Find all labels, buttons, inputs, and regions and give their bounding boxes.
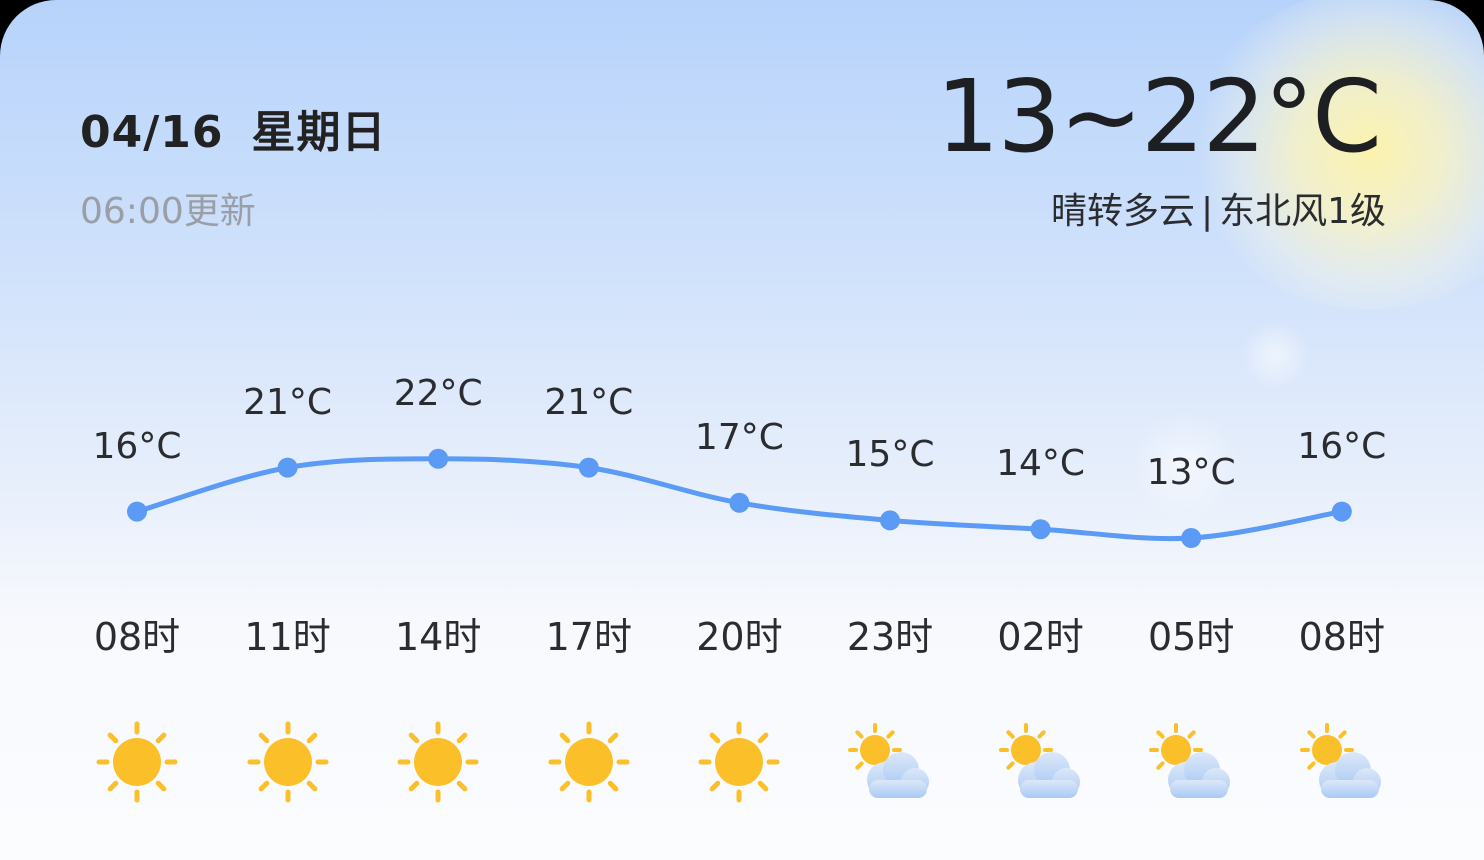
hour-label: 14时 [395, 615, 482, 659]
bubble-decoration [1240, 320, 1310, 390]
hour-label: 11时 [244, 615, 331, 659]
temperature-point [127, 501, 147, 522]
update-time: 06:00更新 [80, 191, 256, 232]
temperature-point [880, 510, 900, 531]
temperature-label: 14°C [996, 443, 1086, 485]
weather-description: 晴转多云 | 东北风1级 [1051, 182, 1386, 234]
hour-label: 05时 [1148, 615, 1235, 659]
partly-cloudy-icon [996, 720, 1086, 810]
bubble-decoration [1130, 410, 1240, 520]
hour-label: 08时 [93, 615, 181, 659]
sun-glow-decoration [1190, 0, 1484, 310]
hour-label: 17时 [545, 615, 632, 659]
temperature-point [428, 448, 449, 469]
hour-label: 02时 [997, 615, 1084, 659]
temperature-point [1030, 519, 1051, 540]
hourly-temperature-chart [127, 448, 1352, 548]
temperature-label: 16°C [92, 425, 182, 467]
temperature-label: 13°C [1146, 452, 1236, 493]
temperature-label: 21°C [243, 381, 333, 423]
condition: 晴转多云 [1050, 191, 1195, 232]
temperature-label: 21°C [544, 381, 634, 423]
temperature-label: 16°C [1297, 425, 1387, 467]
sunny-icon [544, 720, 634, 810]
partly-cloudy-icon [1146, 720, 1236, 810]
date-line: 04/16 星期日 [80, 96, 387, 160]
partly-cloudy-icon [1297, 720, 1387, 810]
weekday: 星期日 [251, 107, 387, 158]
temperature-point [1331, 501, 1352, 522]
temperature-point [1181, 528, 1202, 548]
temperature-point [277, 457, 298, 478]
wind: 东北风1级 [1219, 191, 1386, 232]
sunny-icon [694, 720, 784, 810]
sunny-icon [243, 720, 333, 810]
separator: | [1200, 191, 1214, 232]
date: 04/16 [80, 107, 224, 158]
hour-label: 08时 [1298, 615, 1385, 659]
temperature-label: 22°C [393, 372, 483, 414]
hour-label: 20时 [696, 615, 783, 659]
temperature-label: 15°C [845, 434, 935, 476]
temperature-point [578, 457, 599, 478]
temperature-point [729, 492, 750, 513]
sunny-icon [393, 720, 483, 810]
temperature-label: 17°C [694, 416, 784, 458]
partly-cloudy-icon [845, 720, 935, 810]
sunny-icon [92, 720, 182, 810]
temperature-range: 13~22°C [935, 58, 1382, 175]
hour-label: 23时 [846, 615, 934, 659]
